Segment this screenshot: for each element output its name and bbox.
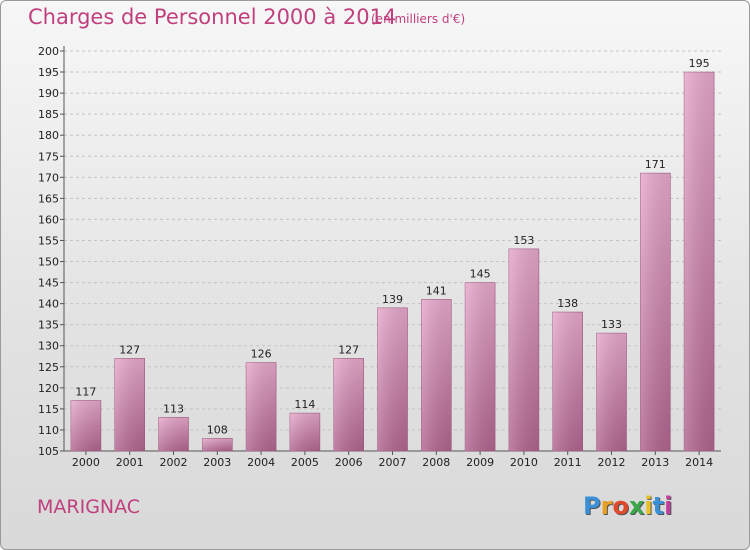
y-tick-label: 145 — [38, 277, 59, 290]
x-tick-label: 2006 — [335, 456, 363, 469]
y-tick-label: 125 — [38, 361, 59, 374]
bar-value-label: 108 — [207, 423, 228, 436]
bar-shade — [684, 72, 715, 451]
bar-shade — [289, 413, 320, 451]
x-tick-label: 2002 — [160, 456, 188, 469]
x-tick-label: 2009 — [466, 456, 494, 469]
bar-value-label: 138 — [557, 297, 578, 310]
x-tick-label: 2004 — [247, 456, 275, 469]
bar-shade — [158, 417, 189, 451]
bar-shade — [333, 358, 364, 451]
x-tick-label: 2005 — [291, 456, 319, 469]
y-tick-label: 155 — [38, 234, 59, 247]
x-tick-label: 2007 — [379, 456, 407, 469]
bar-value-label: 141 — [426, 284, 447, 297]
y-tick-label: 200 — [38, 45, 59, 58]
bar-value-label: 114 — [294, 398, 315, 411]
y-tick-label: 160 — [38, 213, 59, 226]
y-tick-label: 175 — [38, 150, 59, 163]
logo-letter: i — [644, 492, 653, 520]
y-tick-label: 115 — [38, 403, 59, 416]
proxiti-logo: Proxiti — [583, 492, 672, 520]
x-tick-label: 2003 — [203, 456, 231, 469]
bar-shade — [596, 333, 627, 451]
bar-shade — [377, 307, 408, 451]
bar-value-label: 113 — [163, 402, 184, 415]
bar-shade — [640, 173, 671, 451]
y-tick-labels: 105 110 115 120 125 130 135 140 145 150 155 160 165 1… — [38, 45, 59, 458]
x-tick-label: 2011 — [554, 456, 582, 469]
chart-title: Charges de Personnel 2000 à 2014 — [28, 5, 397, 29]
logo-letter: i — [664, 492, 673, 520]
bar-value-label: 195 — [689, 57, 710, 70]
y-tick-label: 140 — [38, 298, 59, 311]
y-tick-label: 120 — [38, 382, 59, 395]
x-tick-labels: 2000 2001 2002 2003 2004 2005 2006 2007 2008 2009… — [72, 456, 713, 469]
x-tick-label: 2012 — [598, 456, 626, 469]
bar-shade — [202, 438, 233, 451]
bar-shade — [552, 312, 583, 451]
bar-value-label: 127 — [338, 343, 359, 356]
y-tick-label: 170 — [38, 171, 59, 184]
x-tick-label: 2013 — [641, 456, 669, 469]
bar-value-label: 153 — [513, 234, 534, 247]
bar-value-label: 127 — [119, 343, 140, 356]
x-tick-label: 2014 — [685, 456, 713, 469]
logo-letter: o — [612, 492, 629, 520]
bar-shade — [70, 400, 101, 451]
logo-letter: x — [628, 492, 645, 520]
logo-letter: P — [583, 492, 601, 520]
commune-name: MARIGNAC — [37, 496, 141, 518]
chart-subtitle: (en milliers d'€) — [371, 12, 466, 26]
bar-shade — [246, 362, 277, 451]
x-tick-label: 2000 — [72, 456, 100, 469]
y-tick-label: 190 — [38, 87, 59, 100]
bar-value-label: 117 — [75, 385, 96, 398]
bar-shade — [508, 248, 539, 451]
y-tick-label: 180 — [38, 129, 59, 142]
x-tick-label: 2001 — [116, 456, 144, 469]
bar-shade — [465, 282, 496, 451]
logo-letter: r — [600, 492, 613, 520]
bar-value-label: 139 — [382, 293, 403, 306]
bars — [70, 71, 715, 452]
x-tick-label: 2008 — [422, 456, 450, 469]
y-tick-label: 150 — [38, 256, 59, 269]
y-tick-label: 185 — [38, 108, 59, 121]
y-tick-label: 135 — [38, 319, 59, 332]
y-tick-label: 105 — [38, 445, 59, 458]
y-tick-label: 195 — [38, 66, 59, 79]
bar-value-label: 171 — [645, 158, 666, 171]
y-tick-label: 165 — [38, 192, 59, 205]
y-tick-label: 130 — [38, 340, 59, 353]
y-tick-label: 110 — [38, 424, 59, 437]
bar-value-label: 133 — [601, 318, 622, 331]
bar-shade — [114, 358, 145, 451]
logo-letter: t — [652, 492, 665, 520]
bar-value-label: 126 — [251, 348, 272, 361]
bar-shade — [421, 299, 452, 451]
bar-value-label: 145 — [470, 268, 491, 281]
value-labels: 117 127 113 108 126 114 127 139 141 145 153 138 133 1… — [75, 57, 709, 436]
x-tick-label: 2010 — [510, 456, 538, 469]
